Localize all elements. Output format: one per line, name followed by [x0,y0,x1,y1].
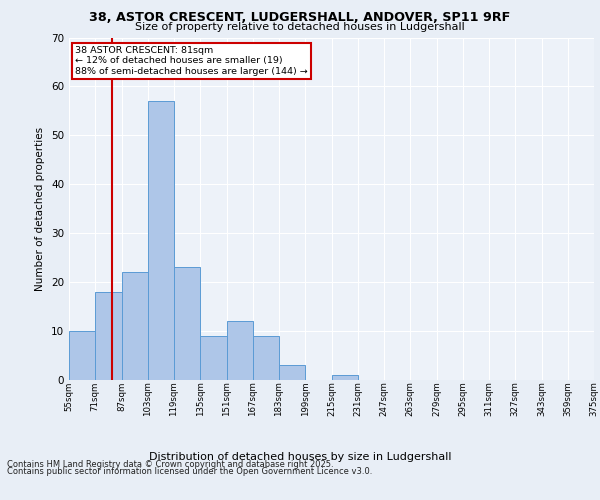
Bar [121,272,148,380]
Text: Distribution of detached houses by size in Ludgershall: Distribution of detached houses by size … [149,452,451,462]
Bar [279,366,305,380]
Text: 38, ASTOR CRESCENT, LUDGERSHALL, ANDOVER, SP11 9RF: 38, ASTOR CRESCENT, LUDGERSHALL, ANDOVER… [89,11,511,24]
Bar [227,322,253,380]
Bar [69,331,95,380]
Bar [253,336,279,380]
Text: Contains public sector information licensed under the Open Government Licence v3: Contains public sector information licen… [7,467,373,476]
Bar [200,336,227,380]
Bar [174,268,200,380]
Bar [148,101,174,380]
Bar [331,375,358,380]
Bar [95,292,121,380]
Text: Contains HM Land Registry data © Crown copyright and database right 2025.: Contains HM Land Registry data © Crown c… [7,460,334,469]
Text: Size of property relative to detached houses in Ludgershall: Size of property relative to detached ho… [135,22,465,32]
Y-axis label: Number of detached properties: Number of detached properties [35,126,46,291]
Text: 38 ASTOR CRESCENT: 81sqm
← 12% of detached houses are smaller (19)
88% of semi-d: 38 ASTOR CRESCENT: 81sqm ← 12% of detach… [76,46,308,76]
